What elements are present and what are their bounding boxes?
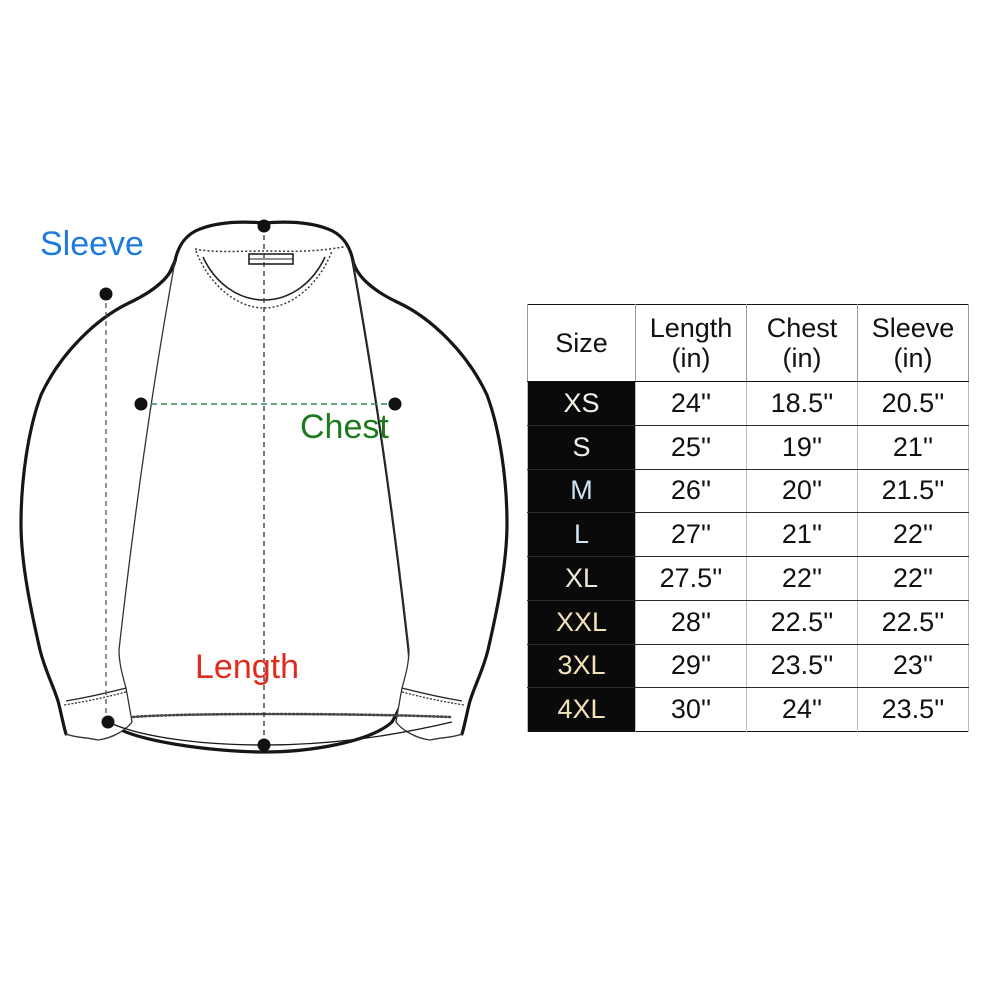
svg-text:Chest: Chest [300,408,389,446]
svg-text:Length: Length [195,648,299,686]
svg-text:Sleeve: Sleeve [40,225,144,263]
